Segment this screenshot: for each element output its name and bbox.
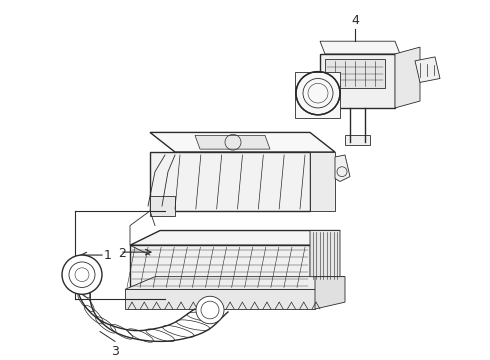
Polygon shape [125, 276, 345, 289]
Polygon shape [125, 289, 315, 309]
Polygon shape [310, 230, 340, 289]
Circle shape [62, 255, 102, 294]
Polygon shape [130, 230, 340, 245]
Polygon shape [345, 135, 370, 145]
Polygon shape [320, 41, 400, 54]
Text: 4: 4 [351, 14, 359, 27]
Polygon shape [295, 72, 340, 118]
Text: 2: 2 [118, 247, 126, 260]
Polygon shape [150, 196, 175, 216]
Polygon shape [315, 276, 345, 309]
Polygon shape [415, 57, 440, 82]
Polygon shape [150, 152, 310, 211]
Polygon shape [395, 47, 420, 108]
Text: 1: 1 [104, 248, 112, 262]
Polygon shape [325, 59, 385, 88]
Polygon shape [310, 152, 335, 211]
Polygon shape [150, 132, 335, 152]
Circle shape [196, 296, 224, 324]
Polygon shape [130, 245, 310, 289]
Polygon shape [335, 155, 350, 181]
Polygon shape [195, 135, 270, 149]
Text: 3: 3 [111, 345, 119, 358]
Polygon shape [320, 54, 395, 108]
